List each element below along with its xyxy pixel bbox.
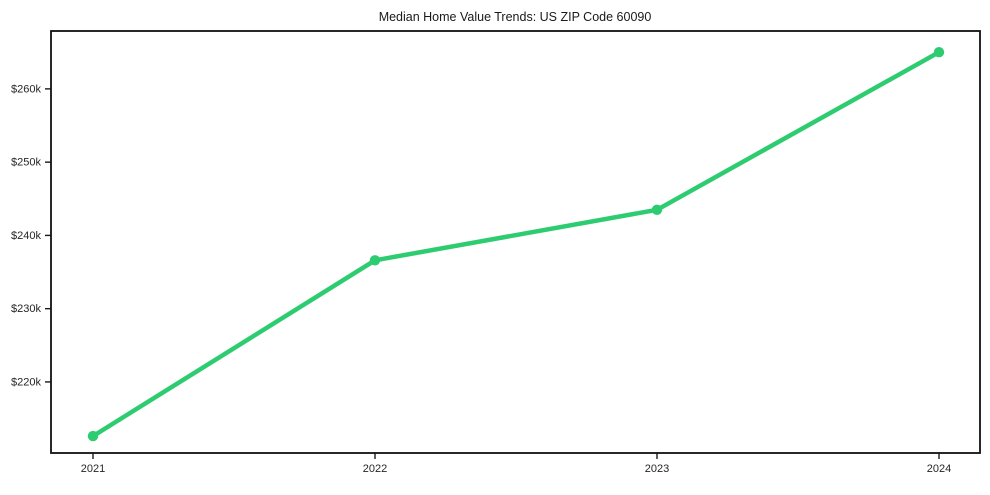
y-tick-label: $240k: [11, 230, 41, 242]
chart-title: Median Home Value Trends: US ZIP Code 60…: [379, 10, 652, 24]
trend-line: [90, 49, 942, 439]
x-tick-label: 2021: [81, 463, 105, 475]
y-tick-label: $230k: [11, 303, 41, 315]
x-tick-label: 2024: [927, 463, 951, 475]
y-axis: $220k $230k $240k $250k $260k: [11, 83, 51, 388]
data-point-marker: [369, 255, 381, 266]
x-tick-label: 2022: [363, 463, 387, 475]
data-point-marker: [87, 430, 99, 442]
y-tick-label: $250k: [11, 157, 41, 169]
x-tick-label: 2023: [645, 463, 669, 475]
plot-frame: [50, 30, 981, 454]
series-median-home-value: [87, 47, 945, 442]
x-axis: 2021 2022 2023 2024: [81, 453, 951, 475]
y-tick-label: $220k: [11, 376, 41, 388]
y-tick-label: $260k: [11, 83, 41, 95]
data-point-marker: [933, 47, 945, 58]
data-point-marker: [651, 204, 663, 215]
